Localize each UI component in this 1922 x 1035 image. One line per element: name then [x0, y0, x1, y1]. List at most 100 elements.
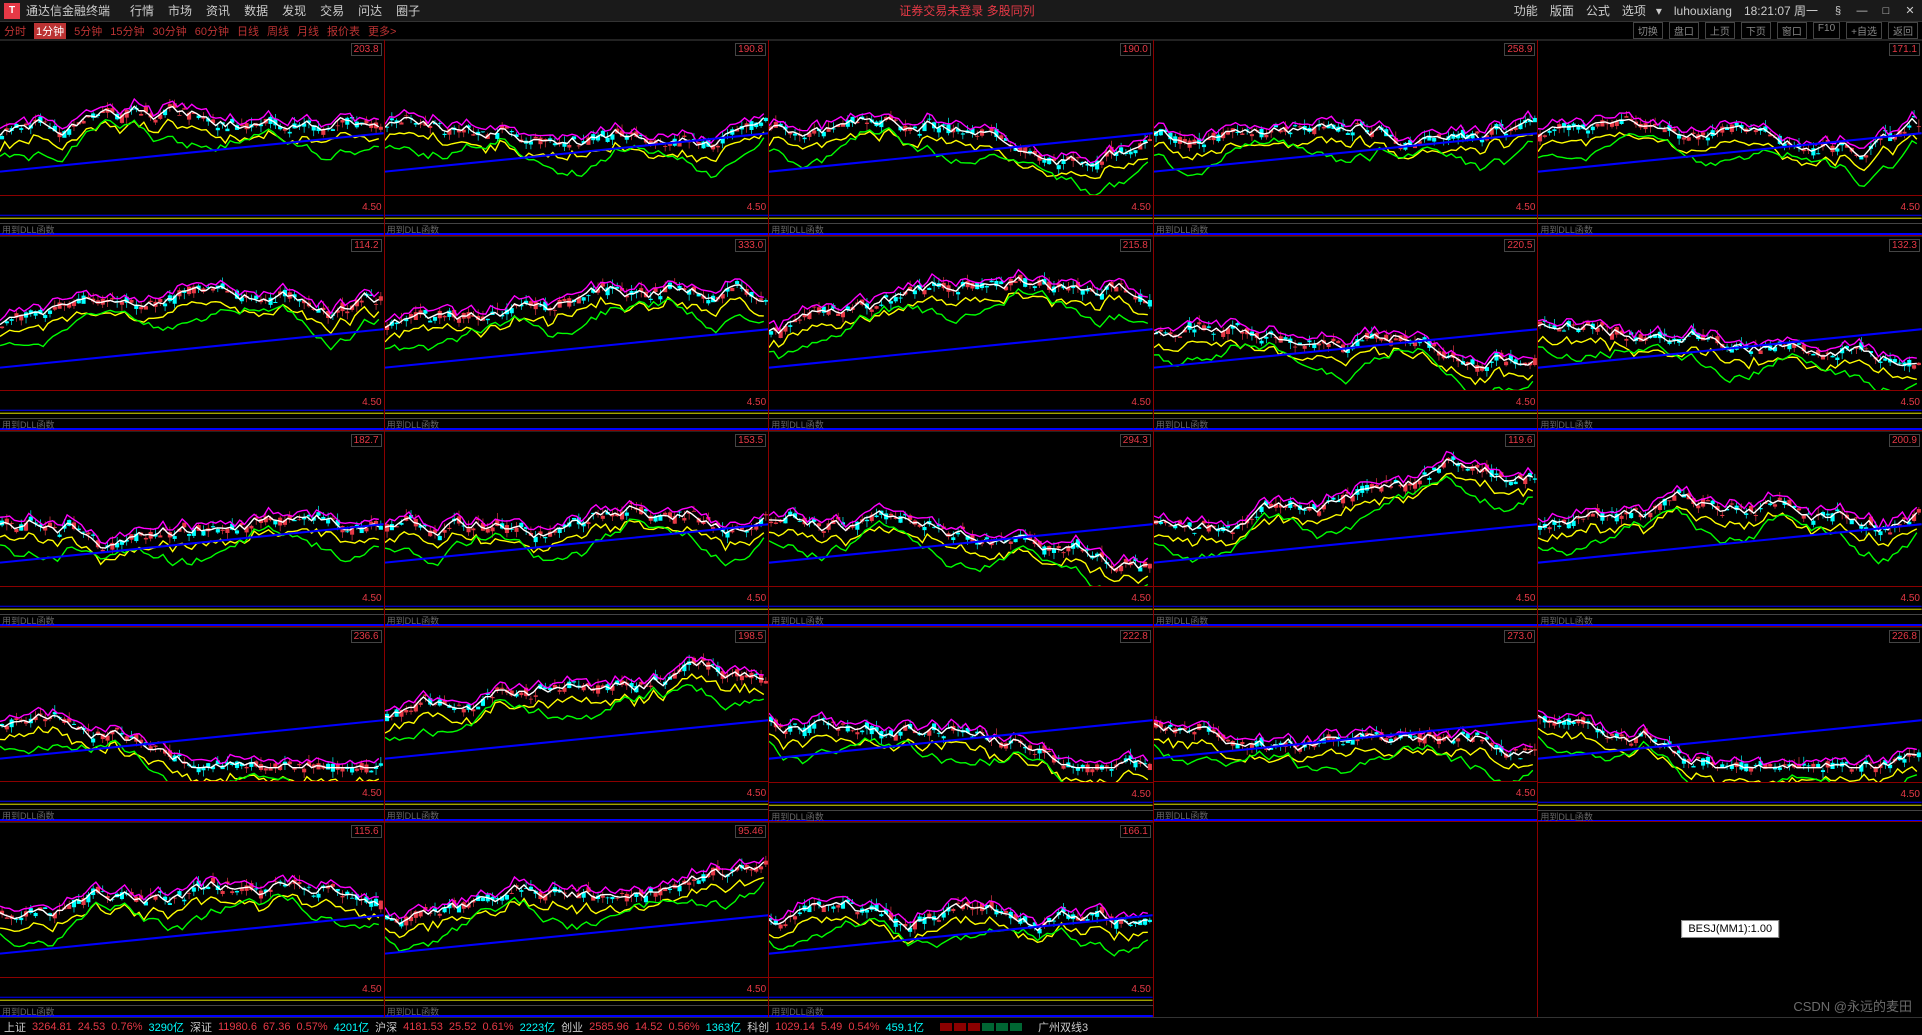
- chart-cell-3[interactable]: 谷物板块(1分钟) 258.99 -0.22% ▼-0.57 现量 114 25…: [1154, 40, 1538, 235]
- chart-canvas[interactable]: 203.8: [0, 40, 384, 195]
- sb-v3-0: 0.76%: [111, 1021, 142, 1033]
- chart-cell-13[interactable]: 煤化工板块(1分钟) 119.70 1.15% ▲1.36 现量 26 119.…: [1154, 431, 1538, 626]
- dropdown-icon[interactable]: ▾: [1656, 4, 1662, 18]
- menu-0[interactable]: 行情: [130, 2, 154, 19]
- timeframe-2[interactable]: 5分钟: [74, 23, 102, 39]
- chart-canvas[interactable]: 119.6: [1154, 431, 1538, 586]
- sb-label-0[interactable]: 上证: [4, 1019, 26, 1035]
- username[interactable]: luhouxiang: [1674, 4, 1732, 18]
- chart-canvas[interactable]: 171.1: [1538, 40, 1922, 195]
- chart-canvas[interactable]: 115.6: [0, 822, 384, 977]
- chart-canvas[interactable]: 273.0: [1154, 627, 1538, 782]
- rmenu-3[interactable]: 选项: [1622, 2, 1646, 19]
- chart-cell-20[interactable]: 塑化链(1分钟) 115.64 0.89% ▲1.02 现量 84 115.6 …: [0, 822, 384, 1017]
- chart-cell-21[interactable]: 聚酯链(1分钟) 95.56 2.21% ▲2.07 现量 22 95.46 4…: [385, 822, 769, 1017]
- menu-6[interactable]: 问达: [358, 2, 382, 19]
- chart-canvas[interactable]: 114.2: [0, 236, 384, 391]
- chart-cell-17[interactable]: 油脂链(1分钟) 222.75 -0.44% ▼-0.99 现量 1 222.8…: [769, 627, 1153, 822]
- sb-label-1[interactable]: 深证: [190, 1019, 212, 1035]
- rmenu-0[interactable]: 功能: [1514, 2, 1538, 19]
- dll-strip: 用到DLL函数: [385, 614, 769, 626]
- chart-canvas[interactable]: 190.0: [769, 40, 1153, 195]
- sb-v1-2: 4181.53: [403, 1021, 443, 1033]
- timeframe-3[interactable]: 15分钟: [110, 23, 144, 39]
- tbright-4[interactable]: 窗口: [1777, 22, 1807, 39]
- chart-cell-16[interactable]: 金融期货(1分钟) 198.51 0.32% ▲0.64 现量 2 198.5 …: [385, 627, 769, 822]
- chart-canvas[interactable]: 222.8: [769, 627, 1153, 782]
- chart-cell-10[interactable]: 建材板块(1分钟) 182.85 0.38% ▲0.70 现量 167 182.…: [0, 431, 384, 626]
- chart-cell-5[interactable]: 石油板块(1分钟) 114.30 1.64% ▲1.85 现量 8 114.2 …: [0, 236, 384, 431]
- chart-canvas[interactable]: 182.7: [0, 431, 384, 586]
- sb-server[interactable]: 广州双线3: [1038, 1019, 1088, 1035]
- sb-label-2[interactable]: 沪深: [375, 1019, 397, 1035]
- chart-canvas[interactable]: 166.1: [769, 822, 1153, 977]
- sb-v4-2: 2223亿: [520, 1019, 555, 1035]
- menu-2[interactable]: 资讯: [206, 2, 230, 19]
- chart-canvas[interactable]: 236.6: [0, 627, 384, 782]
- rmenu-2[interactable]: 公式: [1586, 2, 1610, 19]
- tbright-0[interactable]: 切换: [1633, 22, 1663, 39]
- sb-v2-2: 25.52: [449, 1021, 477, 1033]
- chart-cell-6[interactable]: 化工板块(1分钟) 333.27 1.22% ▲4.03 现量 173 333.…: [385, 236, 769, 431]
- chart-canvas[interactable]: 198.5: [385, 627, 769, 782]
- chart-canvas[interactable]: 333.0: [385, 236, 769, 391]
- menu-1[interactable]: 市场: [168, 2, 192, 19]
- tbright-1[interactable]: 盘口: [1669, 22, 1699, 39]
- chart-cell-4[interactable]: 油脂板块(1分钟) 171.06 0.38% ▲0.64 现量 41 171.1…: [1538, 40, 1922, 235]
- timeframe-7[interactable]: 周线: [267, 23, 289, 39]
- empty-cell-24: BESJ(MM1):1.00: [1538, 822, 1922, 1017]
- y-label: 215.8: [1120, 239, 1151, 252]
- chart-cell-8[interactable]: 有色板块(1分钟) 221.11 2.01% ▲4.37 现量 145 220.…: [1154, 236, 1538, 431]
- timeframe-0[interactable]: 分时: [4, 23, 26, 39]
- menu-5[interactable]: 交易: [320, 2, 344, 19]
- chart-cell-0[interactable]: 通达信商品(1分钟) 203.97 0.77% ▲1.57 现量 153 203…: [0, 40, 384, 235]
- tbright-3[interactable]: 下页: [1741, 22, 1771, 39]
- chart-canvas[interactable]: 258.9: [1154, 40, 1538, 195]
- chart-cell-15[interactable]: 饲料板块(1分钟) 236.43 -1.48% ▼-3.54 现量 1 236.…: [0, 627, 384, 822]
- win-btn-2[interactable]: □: [1878, 4, 1894, 18]
- chart-canvas[interactable]: 215.8: [769, 236, 1153, 391]
- menu-4[interactable]: 发现: [282, 2, 306, 19]
- menu-3[interactable]: 数据: [244, 2, 268, 19]
- timeframe-10[interactable]: 更多>: [368, 23, 396, 39]
- rmenu-1[interactable]: 版面: [1550, 2, 1574, 19]
- timeframe-5[interactable]: 60分钟: [195, 23, 229, 39]
- tbright-6[interactable]: +自选: [1846, 22, 1882, 39]
- chart-cell-2[interactable]: 工业品(1分钟) 190.29 1.08% ▲2.03 现量 153 190.0…: [769, 40, 1153, 235]
- sb-label-4[interactable]: 科创: [747, 1019, 769, 1035]
- chart-cell-19[interactable]: 生猪链(1分钟) 226.67 -0.29% ▼-0.66 现量 1 226.8…: [1538, 627, 1922, 822]
- sub-value: 4.50: [1131, 593, 1150, 604]
- sb-label-3[interactable]: 创业: [561, 1019, 583, 1035]
- chart-cell-12[interactable]: 煤炭板块(1分钟) 294.76 -0.12% ▼-0.35 现量 65 294…: [769, 431, 1153, 626]
- chart-canvas[interactable]: 200.9: [1538, 431, 1922, 586]
- tbright-7[interactable]: 返回: [1888, 22, 1918, 39]
- chart-canvas[interactable]: 226.8: [1538, 627, 1922, 782]
- tbright-2[interactable]: 上页: [1705, 22, 1735, 39]
- chart-cell-14[interactable]: 铁合金板块(1分钟) 200.86 -1.22% ▼-2.48 现量 23 20…: [1538, 431, 1922, 626]
- chart-cell-18[interactable]: 玉米链(1分钟) 272.97 -1.03% ▼-2.83 现量 118 273…: [1154, 627, 1538, 822]
- chart-canvas[interactable]: 190.8: [385, 40, 769, 195]
- chart-canvas[interactable]: 294.3: [769, 431, 1153, 586]
- tbright-5[interactable]: F10: [1813, 22, 1840, 39]
- chart-canvas[interactable]: 132.3: [1538, 236, 1922, 391]
- app-logo-icon: T: [4, 3, 20, 19]
- timeframe-6[interactable]: 日线: [237, 23, 259, 39]
- chart-canvas[interactable]: 153.5: [385, 431, 769, 586]
- chart-cell-11[interactable]: 贵金属(1分钟) 153.50 1.11% ▲1.68 现量 69 153.5 …: [385, 431, 769, 626]
- menu-7[interactable]: 圈子: [396, 2, 420, 19]
- chart-cell-22[interactable]: 黑链(1分钟) 166.34 -0.17% ▼-0.28 现量 381 166.…: [769, 822, 1153, 1017]
- chart-cell-7[interactable]: 钢铁板块(1分钟) 216.18 0.55% ▲1.18 现量 293 215.…: [769, 236, 1153, 431]
- timeframe-9[interactable]: 报价表: [327, 23, 360, 39]
- win-btn-1[interactable]: —: [1854, 4, 1870, 18]
- win-btn-0[interactable]: §: [1830, 4, 1846, 18]
- chart-cell-9[interactable]: 软商品板块(1分钟) 132.28 0.64% ▲0.85 现量 788 132…: [1538, 236, 1922, 431]
- chart-canvas[interactable]: 220.5: [1154, 236, 1538, 391]
- timeframe-1[interactable]: 1分钟: [34, 23, 66, 39]
- sub-indicator: 4.50: [1154, 195, 1538, 223]
- timeframe-8[interactable]: 月线: [297, 23, 319, 39]
- sub-indicator: 4.50: [769, 977, 1153, 1005]
- win-btn-3[interactable]: ✕: [1902, 4, 1918, 18]
- timeframe-4[interactable]: 30分钟: [153, 23, 187, 39]
- chart-cell-1[interactable]: 农产品(1分钟) 190.81 0.06% ▲0.12 现量 1 190.8 4…: [385, 40, 769, 235]
- chart-canvas[interactable]: 95.46: [385, 822, 769, 977]
